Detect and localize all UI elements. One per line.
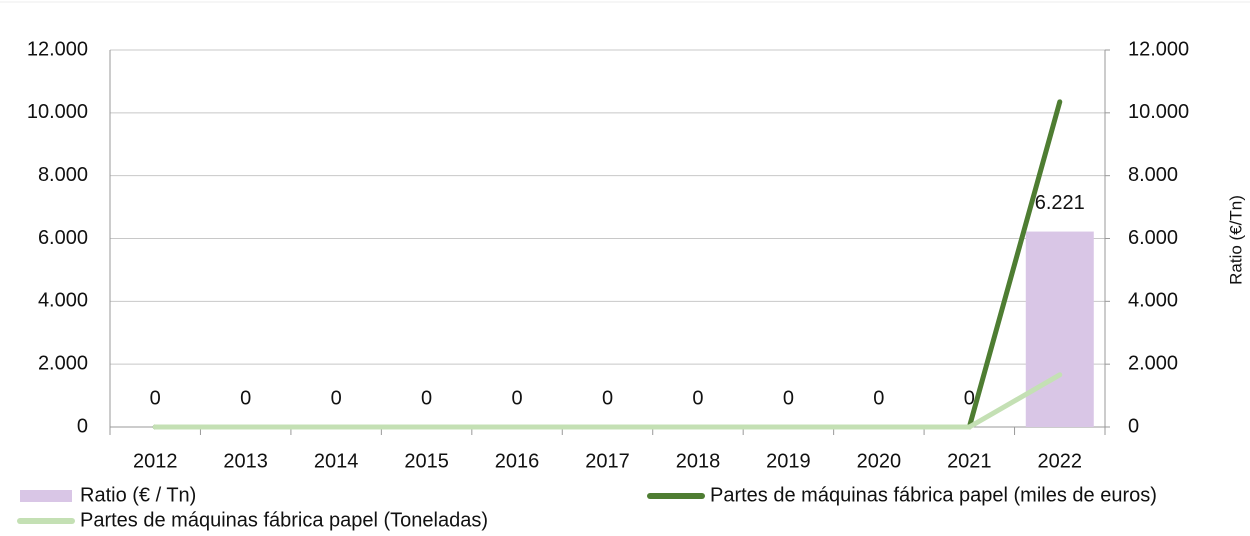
line bbox=[152, 372, 1063, 430]
data-label: 6.221 bbox=[1035, 192, 1085, 214]
legend-label: Partes de máquinas fábrica papel (miles … bbox=[710, 484, 1157, 506]
legend-label: Ratio (€ / Tn) bbox=[80, 484, 196, 506]
legend-swatch bbox=[20, 490, 72, 502]
y2-tick-label: 6.000 bbox=[1128, 227, 1178, 249]
data-label: 0 bbox=[692, 387, 703, 409]
x-tick-label: 2015 bbox=[404, 450, 449, 472]
x-tick-label: 2012 bbox=[133, 450, 178, 472]
data-label: 0 bbox=[331, 387, 342, 409]
x-tick-label: 2013 bbox=[223, 450, 268, 472]
y2-tick-label: 0 bbox=[1128, 415, 1139, 437]
y2-tick-label: 10.000 bbox=[1128, 101, 1189, 123]
data-label: 0 bbox=[783, 387, 794, 409]
x-tick-label: 2016 bbox=[495, 450, 540, 472]
x-tick-label: 2020 bbox=[857, 450, 902, 472]
y2-tick-label: 8.000 bbox=[1128, 164, 1178, 186]
y2-tick-label: 12.000 bbox=[1128, 38, 1189, 60]
data-label: 0 bbox=[511, 387, 522, 409]
y2-tick-label: 2.000 bbox=[1128, 352, 1178, 374]
data-label: 0 bbox=[240, 387, 251, 409]
y2-tick-label: 4.000 bbox=[1128, 290, 1178, 312]
data-label: 0 bbox=[421, 387, 432, 409]
x-tick-label: 2019 bbox=[766, 450, 811, 472]
y-tick-label: 8.000 bbox=[38, 164, 88, 186]
data-label: 0 bbox=[150, 387, 161, 409]
x-tick-label: 2017 bbox=[585, 450, 630, 472]
y-tick-label: 4.000 bbox=[38, 290, 88, 312]
y-tick-label: 2.000 bbox=[38, 352, 88, 374]
x-tick-label: 2022 bbox=[1038, 450, 1083, 472]
y-tick-label: 6.000 bbox=[38, 227, 88, 249]
bar bbox=[1025, 231, 1094, 427]
data-label: 0 bbox=[964, 387, 975, 409]
legend-label: Partes de máquinas fábrica papel (Tonela… bbox=[80, 509, 488, 531]
y-tick-label: 12.000 bbox=[27, 38, 88, 60]
x-tick-label: 2018 bbox=[676, 450, 721, 472]
data-label: 0 bbox=[602, 387, 613, 409]
y-tick-label: 10.000 bbox=[27, 101, 88, 123]
y-tick-label: 0 bbox=[77, 415, 88, 437]
y2-axis-label: Ratio (€/Tn) bbox=[1226, 195, 1245, 285]
data-label: 0 bbox=[873, 387, 884, 409]
x-tick-label: 2014 bbox=[314, 450, 359, 472]
x-tick-label: 2021 bbox=[947, 450, 992, 472]
